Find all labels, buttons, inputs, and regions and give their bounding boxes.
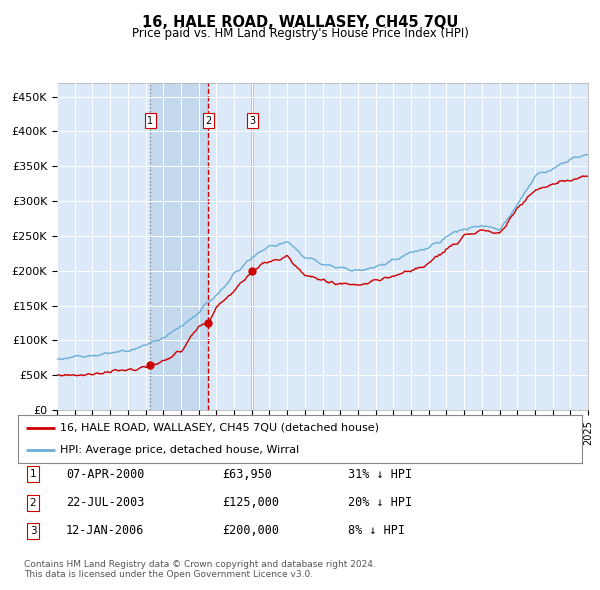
Text: 8% ↓ HPI: 8% ↓ HPI xyxy=(348,525,405,537)
Text: This data is licensed under the Open Government Licence v3.0.: This data is licensed under the Open Gov… xyxy=(24,571,313,579)
Text: 1: 1 xyxy=(147,116,154,126)
Text: 12-JAN-2006: 12-JAN-2006 xyxy=(66,525,145,537)
Text: 3: 3 xyxy=(250,116,256,126)
Text: £200,000: £200,000 xyxy=(222,525,279,537)
Text: 07-APR-2000: 07-APR-2000 xyxy=(66,468,145,481)
Text: 2: 2 xyxy=(205,116,211,126)
Text: 16, HALE ROAD, WALLASEY, CH45 7QU (detached house): 16, HALE ROAD, WALLASEY, CH45 7QU (detac… xyxy=(60,423,379,433)
Text: 3: 3 xyxy=(29,526,37,536)
Text: Contains HM Land Registry data © Crown copyright and database right 2024.: Contains HM Land Registry data © Crown c… xyxy=(24,560,376,569)
Text: £63,950: £63,950 xyxy=(222,468,272,481)
Text: 20% ↓ HPI: 20% ↓ HPI xyxy=(348,496,412,509)
Text: 1: 1 xyxy=(29,470,37,479)
Text: 22-JUL-2003: 22-JUL-2003 xyxy=(66,496,145,509)
Text: 2: 2 xyxy=(29,498,37,507)
Text: HPI: Average price, detached house, Wirral: HPI: Average price, detached house, Wirr… xyxy=(60,445,299,455)
Text: 16, HALE ROAD, WALLASEY, CH45 7QU: 16, HALE ROAD, WALLASEY, CH45 7QU xyxy=(142,15,458,30)
Text: £125,000: £125,000 xyxy=(222,496,279,509)
Bar xyxy=(150,83,208,410)
Text: 31% ↓ HPI: 31% ↓ HPI xyxy=(348,468,412,481)
Text: Price paid vs. HM Land Registry's House Price Index (HPI): Price paid vs. HM Land Registry's House … xyxy=(131,27,469,40)
